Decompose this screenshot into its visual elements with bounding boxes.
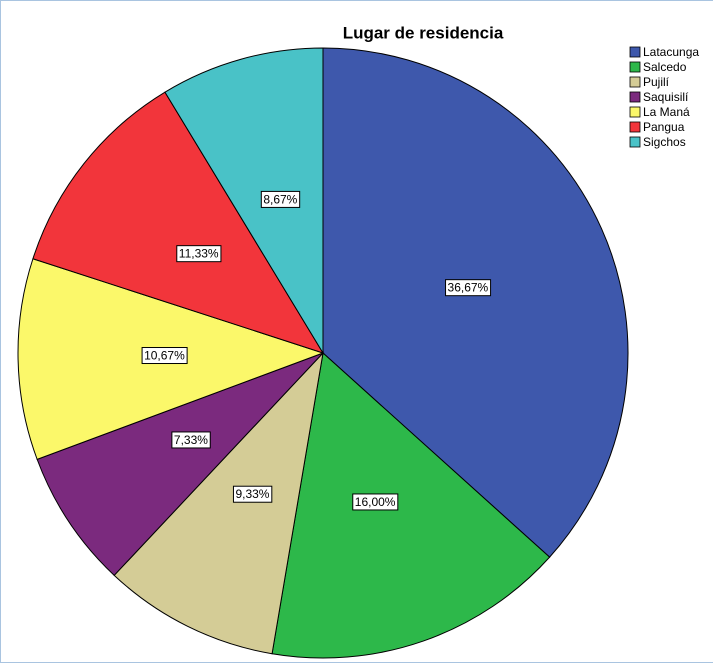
legend-swatch bbox=[629, 61, 641, 73]
data-label: 7,33% bbox=[171, 431, 211, 449]
data-label-text: 7,33% bbox=[174, 433, 208, 447]
data-label-box bbox=[445, 279, 492, 297]
legend-swatch bbox=[629, 121, 641, 133]
data-label-box bbox=[171, 431, 211, 449]
data-label-box bbox=[260, 190, 301, 208]
data-label-text: 9,33% bbox=[235, 487, 269, 501]
data-label-box bbox=[232, 485, 273, 503]
pie-slice bbox=[322, 47, 629, 558]
pie-slice bbox=[113, 351, 324, 655]
data-label-box bbox=[141, 347, 188, 365]
data-label-text: 36,67% bbox=[448, 281, 489, 295]
data-label: 8,67% bbox=[260, 190, 301, 208]
pie-slice bbox=[271, 352, 551, 659]
data-label: 9,33% bbox=[232, 485, 273, 503]
data-label: 10,67% bbox=[141, 347, 188, 365]
legend-swatch bbox=[629, 136, 641, 148]
legend-swatch bbox=[629, 106, 641, 118]
data-label-text: 16,00% bbox=[355, 495, 396, 509]
data-label: 36,67% bbox=[445, 279, 492, 297]
pie-slice bbox=[32, 91, 325, 354]
legend-label: Pujilí bbox=[643, 75, 670, 89]
data-label: 16,00% bbox=[352, 493, 399, 511]
legend-label: Pangua bbox=[643, 120, 685, 134]
pie-slice bbox=[164, 47, 324, 355]
legend-swatch bbox=[629, 76, 641, 88]
data-label-box bbox=[176, 245, 222, 263]
data-label-box bbox=[352, 493, 399, 511]
data-label: 11,33% bbox=[176, 245, 222, 263]
legend-swatch bbox=[629, 91, 641, 103]
legend-label: Salcedo bbox=[643, 60, 687, 74]
data-label-text: 10,67% bbox=[144, 349, 185, 363]
legend-label: La Maná bbox=[643, 105, 690, 119]
legend-swatch bbox=[629, 46, 641, 58]
legend-label: Saquisilí bbox=[643, 90, 689, 104]
legend-label: Sigchos bbox=[643, 135, 686, 149]
legend-label: Latacunga bbox=[643, 45, 699, 59]
data-label-text: 8,67% bbox=[263, 192, 297, 206]
chart-title: Lugar de residencia bbox=[343, 23, 504, 42]
pie-slice bbox=[36, 352, 324, 577]
data-label-text: 11,33% bbox=[179, 247, 219, 261]
